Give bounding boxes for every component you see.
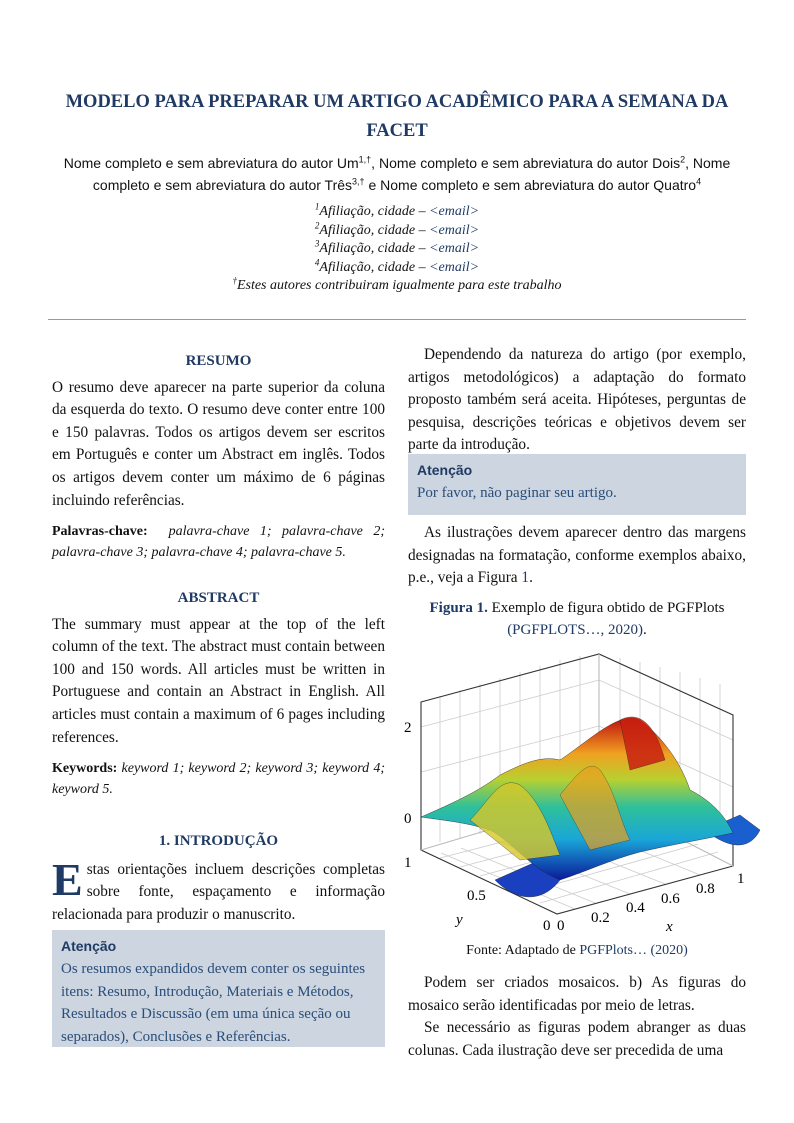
author-name: Nome completo e sem abreviatura do autor… [92,155,731,193]
abstract-section: ABSTRACT The summary must appear at the … [52,587,385,800]
attention-title: Atenção [61,938,117,954]
y-tick: 0 [543,918,551,934]
note-sup: † [232,275,237,286]
surface [420,716,761,898]
attention-box: Atenção Por favor, não paginar seu artig… [408,454,746,515]
figure-caption: Figura 1. Exemplo de figura obtido de PG… [408,597,746,641]
author-sep: e [364,177,381,193]
abstract-text: The summary must appear at the top of th… [52,615,385,746]
affiliation: 3Afiliação, cidade – <email> [100,238,694,259]
caption-text: Exemplo de figura obtido de PGFPlots [487,600,725,616]
email-link[interactable]: <email> [429,241,480,256]
affiliation-text: Afiliação, cidade – [319,259,430,275]
y-tick: 0.5 [467,888,486,904]
source-year-link[interactable]: (2020) [650,943,688,958]
source-text: Fonte: Adaptado de [466,943,580,958]
resumo-heading: RESUMO [185,353,252,369]
ticks: 2 0 1 0.5 0 y 0 0.2 0.4 0.6 0.8 1 x [404,720,745,935]
equal-contribution-note: †Estes autores contribuiram igualmente p… [100,275,694,296]
keywords-label: Palavras-chave: [52,524,148,540]
affiliation-sup: 4 [314,256,320,267]
author-sup: 3,† [352,176,365,187]
x-tick: 1 [737,871,745,887]
email-link[interactable]: <email> [429,222,480,238]
author-sup: 1,† [358,154,372,165]
keywords-label: Keywords: [52,761,118,777]
author-sep: , [685,155,693,171]
x-tick: 0.8 [696,881,715,897]
affiliation-text: Afiliação, cidade – [319,222,430,238]
x-tick: 0 [557,918,565,934]
keywords: palavra-chave 1; palavra-chave 2; palavr… [52,524,385,561]
author-sep: , [371,155,379,171]
z-tick: 0 [404,811,412,827]
caption-end: . [643,622,647,638]
resumo-section: RESUMO O resumo deve aparecer na parte s… [52,350,385,563]
divider [48,319,746,320]
affiliation-text: Afiliação, cidade – [319,204,430,219]
paragraph: As ilustrações devem aparecer dentro das… [408,524,746,587]
paper-title: MODELO PARA PREPARAR UM ARTIGO ACADÊMICO… [65,92,729,141]
email-link[interactable]: <email> [429,259,480,275]
keywords: keyword 1; keyword 2; keyword 3; keyword… [52,761,386,798]
source-link[interactable]: PGFPlots… [579,943,648,958]
email-link[interactable]: <email> [429,204,480,219]
dropcap: E [52,853,83,905]
paragraph: Se necessário as figuras podem abranger … [408,1019,746,1059]
citation-link[interactable]: (PGFPLOTS…, 2020) [507,622,644,638]
figure-ref-link[interactable]: 1 [521,569,530,587]
affiliation-sup: 2 [314,219,320,230]
intro-text: stas orientações incluem descrições comp… [52,860,385,923]
affiliation-sup: 3 [314,238,320,249]
paragraph: Dependendo da natureza do artigo (por ex… [408,346,746,454]
author-name: Nome completo e sem abreviatura do autor… [378,155,681,171]
x-tick: 0.2 [591,910,610,926]
attention-box: Atenção Os resumos expandidos devem cont… [52,930,385,1047]
affiliation: 1Afiliação, cidade – <email> [100,201,694,222]
attention-body: Os resumos expandidos devem conter os se… [61,961,366,1045]
y-label: y [454,912,463,928]
author-name: Nome completo e sem abreviatura do autor… [380,177,697,193]
author-sup: 2 [680,154,686,165]
author-sup: 4 [696,176,702,187]
x-tick: 0.6 [661,891,680,907]
intro-heading: 1. INTRODUÇÃO [158,833,279,849]
affiliation: 2Afiliação, cidade – <email> [100,219,694,241]
affiliation: 4Afiliação, cidade – <email> [100,256,694,278]
authors: Nome completo e sem abreviatura do autor… [50,152,744,196]
affiliations: 1Afiliação, cidade – <email> 2Afiliação, … [100,201,694,296]
author-name: Nome completo e sem abreviatura do autor… [63,155,359,171]
abstract-heading: ABSTRACT [177,590,260,606]
x-tick: 0.4 [626,900,645,916]
attention-body: Por favor, não paginar seu artigo. [417,485,617,501]
x-label: x [665,919,673,935]
z-tick: 2 [404,720,412,736]
affiliation-text: Afiliação, cidade – [319,241,430,256]
affiliation-sup: 1 [314,201,320,212]
figure-source: Fonte: Adaptado de PGFPlots… (2020) [408,940,746,962]
note-text: Estes autores contribuiram igualmente pa… [236,278,562,293]
figure-label: Figura 1. [429,600,488,616]
resumo-text: O resumo deve aparecer na parte superior… [52,378,385,509]
y-tick: 1 [404,855,412,871]
attention-title: Atenção [417,462,473,478]
paragraph: Podem ser criados mosaicos. b) As figura… [408,974,746,1014]
